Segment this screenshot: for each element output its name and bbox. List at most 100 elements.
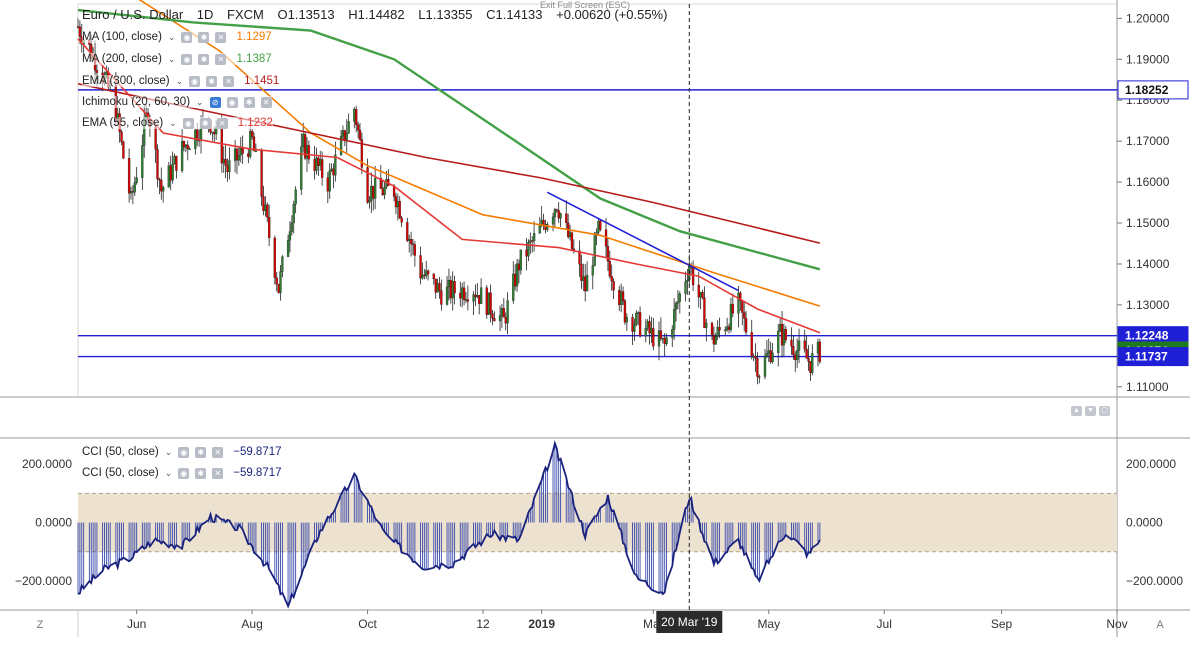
exit-fullscreen-hint[interactable]: Exit Full Screen (ESC) (540, 0, 631, 10)
candle-body (252, 136, 256, 152)
candle-body (438, 283, 441, 291)
candle-body (803, 340, 806, 350)
legend-cci-1[interactable]: CCI (50, close) ⌄ ◉ ✱ ✕ −59.8717 (82, 446, 282, 458)
close-icon[interactable]: ✕ (215, 53, 227, 65)
chevron-down-icon[interactable]: ⌄ (196, 96, 204, 107)
legend-ma-100[interactable]: MA (100, close) ⌄ ◉ ✱ ✕ 1.1297 (82, 31, 272, 43)
close-icon[interactable]: ✕ (212, 467, 224, 479)
candle-body (498, 315, 502, 322)
eye-icon[interactable]: ◉ (226, 96, 238, 108)
legend-ema-300[interactable]: EMA (300, close) ⌄ ◉ ✱ ✕ 1.1451 (82, 75, 280, 87)
gear-icon[interactable]: ✱ (198, 31, 210, 43)
chevron-down-icon[interactable]: ⌄ (164, 467, 173, 478)
candle-body (182, 141, 186, 148)
eye-icon[interactable]: ◉ (181, 53, 193, 65)
candle-body (478, 295, 481, 304)
eye-icon[interactable]: ◉ (181, 31, 193, 43)
candle-body (394, 196, 398, 208)
candle-body (610, 276, 613, 282)
close-icon[interactable]: ✕ (216, 117, 228, 129)
auto-scale-button[interactable]: A (1156, 619, 1164, 631)
candle-body (421, 274, 424, 279)
interval[interactable]: 1D (196, 7, 214, 22)
candle-body (754, 356, 757, 359)
candle-body (652, 328, 655, 347)
price-badge-label: 1.18252 (1125, 83, 1169, 97)
chevron-down-icon[interactable]: ⌄ (167, 31, 176, 42)
candle-body (763, 356, 767, 377)
candle-body (300, 146, 303, 190)
candle-body (809, 361, 812, 373)
pane-down-icon[interactable]: ▼ (1085, 406, 1096, 416)
price-badge (1117, 80, 1189, 100)
candle-body (778, 324, 782, 332)
candle-body (464, 299, 468, 301)
candle-body (506, 300, 509, 324)
eye-icon[interactable]: ◉ (189, 75, 201, 87)
trend-line[interactable] (546, 191, 739, 292)
candle-body (413, 244, 417, 256)
cci-tick-label-left: −200.0000 (15, 574, 72, 588)
candle-body (684, 281, 687, 294)
candle-body (784, 329, 787, 341)
candle-body (122, 141, 125, 159)
chevron-down-icon[interactable]: ⌄ (169, 117, 177, 128)
gear-icon[interactable]: ✱ (243, 96, 255, 108)
legend-ma-200[interactable]: MA (200, close) ⌄ ◉ ✱ ✕ 1.1387 (82, 53, 272, 65)
pane-up-icon[interactable]: ▲ (1071, 406, 1082, 416)
candle-body (686, 279, 689, 282)
cci-tick-label: 200.0000 (1126, 457, 1176, 471)
pane-maximize-icon[interactable]: ▢ (1099, 406, 1110, 416)
close-icon[interactable]: ✕ (260, 96, 272, 108)
candle-body (262, 196, 265, 212)
candle-body (360, 139, 364, 168)
gear-icon[interactable]: ✱ (195, 467, 207, 479)
chevron-down-icon[interactable]: ⌄ (164, 446, 173, 457)
moving-average-line (77, 83, 821, 244)
gear-icon[interactable]: ✱ (199, 117, 211, 129)
cci-band-fill (78, 493, 1117, 552)
eye-icon[interactable]: ◉ (182, 117, 194, 129)
gear-icon[interactable]: ✱ (206, 75, 218, 87)
candle-body (411, 243, 415, 246)
gear-icon[interactable]: ✱ (195, 446, 207, 458)
legend-value: 1.1297 (236, 31, 272, 43)
chevron-down-icon[interactable]: ⌄ (167, 53, 176, 64)
candle-body (570, 232, 574, 249)
close-icon[interactable]: ✕ (212, 446, 224, 458)
candle-body (635, 313, 638, 325)
legend-ichimoku[interactable]: Ichimoku (20, 60, 30) ⌄ ⊘ ◉ ✱ ✕ (82, 96, 272, 108)
gear-icon[interactable]: ✱ (198, 53, 210, 65)
eye-icon[interactable]: ◉ (178, 467, 190, 479)
candle-body (750, 332, 753, 357)
chevron-down-icon[interactable]: ⌄ (175, 75, 184, 86)
symbol-name[interactable]: Euro / U.S. Dollar (82, 7, 184, 22)
candle-body (502, 308, 505, 318)
time-tick-label: Nov (1106, 617, 1127, 631)
candle-body (663, 337, 666, 345)
candle-body (584, 276, 587, 292)
candle-body (277, 283, 280, 293)
close-icon[interactable]: ✕ (215, 31, 227, 43)
legend-cci-2[interactable]: CCI (50, close) ⌄ ◉ ✱ ✕ −59.8717 (82, 467, 282, 479)
candle-body (731, 303, 734, 314)
candle-body (593, 235, 596, 266)
close-icon[interactable]: ✕ (223, 75, 235, 87)
candle-body (186, 144, 189, 150)
candle-body (341, 130, 345, 137)
timezone-button[interactable]: Z (37, 619, 44, 631)
candle-body (328, 170, 331, 192)
candle-body (538, 225, 541, 234)
candle-body (302, 134, 305, 147)
candle-body (699, 292, 702, 298)
eye-icon[interactable]: ◉ (178, 446, 190, 458)
legend-label: CCI (50, close) (82, 446, 159, 458)
legend-ema-55[interactable]: EMA (55, close) ⌄ ◉ ✱ ✕ 1.1232 (82, 117, 273, 129)
candle-body (585, 275, 589, 292)
legend-label: MA (200, close) (82, 53, 162, 65)
candle-body (250, 131, 254, 137)
ohlc-change: +0.00620 (+0.55%) (556, 7, 668, 22)
eye-off-icon[interactable]: ⊘ (209, 96, 221, 108)
